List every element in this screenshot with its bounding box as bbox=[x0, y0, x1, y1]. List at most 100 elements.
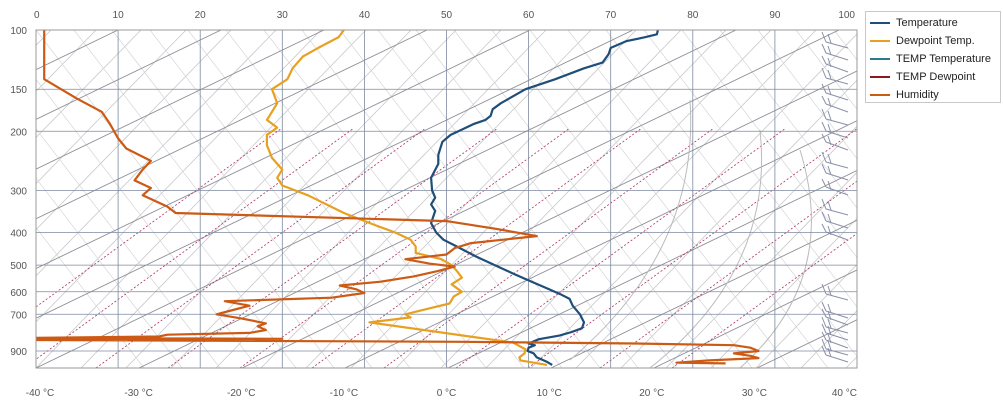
mixing-ratio-line bbox=[167, 127, 499, 368]
wind-barb-flag bbox=[827, 325, 832, 336]
wind-barb-flag bbox=[821, 95, 827, 105]
humidity-tick-label: 90 bbox=[769, 10, 781, 21]
moist-adiabat-line bbox=[36, 30, 297, 368]
dry-adiabat-line bbox=[800, 310, 857, 368]
wind-barb-flag bbox=[821, 178, 827, 188]
moist-adiabat-line bbox=[453, 30, 715, 368]
legend: Temperature Dewpoint Temp. TEMP Temperat… bbox=[865, 11, 1001, 103]
isotherm-line bbox=[550, 219, 857, 368]
pressure-tick-label: 300 bbox=[10, 187, 27, 198]
wind-barb-flag bbox=[821, 223, 827, 233]
dry-adiabat-line bbox=[125, 30, 457, 368]
wind-barb-staff bbox=[825, 339, 849, 349]
dry-adiabat-line bbox=[710, 217, 857, 368]
wind-barb-staff bbox=[825, 77, 849, 85]
legend-item-temperature[interactable]: Temperature bbox=[870, 14, 1000, 32]
wind-barb-staff bbox=[825, 208, 849, 216]
legend-item-temp-temperature[interactable]: TEMP Temperature bbox=[870, 50, 1000, 68]
moist-adiabat-line bbox=[225, 30, 487, 368]
moist-adiabat-line bbox=[719, 30, 857, 209]
humidity-tick-label: 20 bbox=[195, 10, 207, 21]
legend-swatch bbox=[870, 76, 890, 78]
humidity-tick-label: 10 bbox=[113, 10, 125, 21]
dry-adiabat-line bbox=[440, 30, 772, 368]
wind-barb-flag bbox=[821, 121, 827, 132]
wind-barb-staff bbox=[825, 92, 849, 101]
moist-adiabat-line bbox=[795, 30, 857, 110]
pressure-tick-label: 900 bbox=[10, 347, 27, 358]
pressure-tick-label: 700 bbox=[10, 310, 27, 321]
plot-frame bbox=[35, 29, 858, 369]
wind-barb-flag bbox=[821, 316, 827, 328]
wind-barb-flag bbox=[821, 43, 827, 54]
humidity-tick-label: 30 bbox=[277, 10, 289, 21]
isotherm-line bbox=[36, 30, 428, 220]
wind-barb-flag bbox=[827, 69, 832, 80]
mixing-ratio-line bbox=[36, 127, 355, 360]
moist-adiabat-line bbox=[111, 30, 373, 368]
wind-barb-flag bbox=[821, 55, 827, 65]
pressure-tick-label: 600 bbox=[10, 288, 27, 299]
dry-adiabat-line bbox=[80, 30, 412, 368]
wind-barb-staff bbox=[825, 310, 849, 319]
pressure-tick-label: 150 bbox=[10, 85, 27, 96]
dry-adiabat-line bbox=[36, 30, 142, 139]
wind-barb-flag bbox=[827, 180, 832, 191]
legend-label: Temperature bbox=[896, 17, 958, 29]
temperature-tick-label: -20 °C bbox=[227, 388, 255, 399]
mixing-ratio-line bbox=[95, 127, 427, 368]
legend-swatch bbox=[870, 40, 890, 42]
isotherm-line bbox=[138, 30, 840, 368]
wind-barb-staff bbox=[825, 130, 849, 139]
temperature-tick-label: 20 °C bbox=[639, 388, 664, 399]
humidity-tick-label: 0 bbox=[34, 10, 40, 21]
wind-barb-staff bbox=[825, 103, 849, 113]
moist-adiabat-line bbox=[567, 30, 829, 368]
temperature-tick-label: 10 °C bbox=[537, 388, 562, 399]
isotherm-line bbox=[36, 30, 222, 120]
wind-barb-flag bbox=[821, 283, 827, 295]
moist-adiabat-line bbox=[415, 30, 677, 368]
legend-item-humidity[interactable]: Humidity bbox=[870, 86, 1000, 104]
dry-adiabat-line bbox=[305, 30, 637, 368]
wind-barb-flag bbox=[827, 97, 832, 108]
moist-adiabat-line bbox=[73, 30, 335, 368]
isotherm-line bbox=[653, 269, 857, 368]
wind-barb-staff bbox=[825, 348, 849, 356]
wind-barb-staff bbox=[825, 118, 849, 126]
dry-adiabat-line bbox=[485, 30, 817, 368]
wind-barb-staff bbox=[825, 41, 849, 49]
legend-item-temp-dewpoint[interactable]: TEMP Dewpoint bbox=[870, 68, 1000, 86]
wind-barb-flag bbox=[821, 308, 827, 318]
wind-barb-staff bbox=[825, 186, 849, 196]
mixing-ratio-line bbox=[311, 127, 643, 368]
pressure-tick-label: 500 bbox=[10, 261, 27, 272]
wind-barb-flag bbox=[827, 123, 832, 134]
wind-barb-staff bbox=[825, 326, 849, 334]
mixing-ratio-line bbox=[383, 127, 715, 368]
wind-barb-flag bbox=[821, 67, 827, 79]
pressure-tick-label: 400 bbox=[10, 229, 27, 240]
moist-adiabat-line bbox=[263, 30, 525, 368]
legend-swatch bbox=[870, 22, 890, 24]
wind-barb-flag bbox=[821, 211, 827, 222]
curved-reference-line bbox=[569, 99, 692, 361]
legend-item-dewpoint[interactable]: Dewpoint Temp. bbox=[870, 32, 1000, 50]
wind-barb-flag bbox=[827, 45, 832, 56]
series-temperature-line bbox=[430, 30, 659, 366]
moist-adiabat-line bbox=[529, 30, 791, 368]
pressure-tick-label: 200 bbox=[10, 127, 27, 138]
wind-barb-staff bbox=[825, 354, 849, 363]
dry-adiabat-line bbox=[665, 171, 857, 368]
wind-barb-staff bbox=[825, 332, 849, 341]
wind-barb-flag bbox=[827, 310, 832, 321]
wind-barb-staff bbox=[825, 63, 849, 73]
series-layer bbox=[36, 30, 760, 366]
curved-reference-line bbox=[739, 149, 812, 368]
moist-adiabat-line bbox=[757, 30, 857, 160]
wind-barb-flag bbox=[821, 151, 827, 163]
dry-adiabat-line bbox=[395, 30, 727, 368]
pressure-tick-label: 100 bbox=[10, 26, 27, 37]
moist-adiabat-line bbox=[605, 30, 857, 357]
